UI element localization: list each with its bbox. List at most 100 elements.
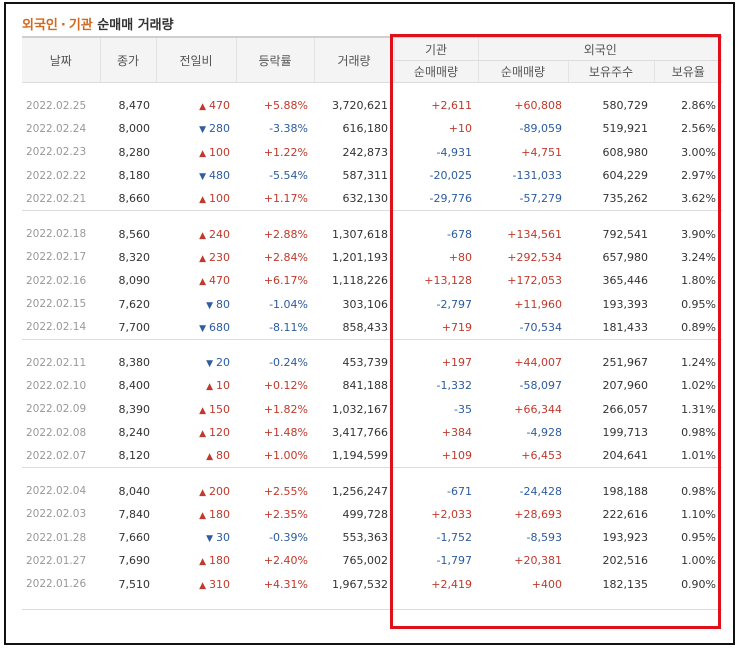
cell-change: ▼ 280 (156, 117, 236, 140)
triangle-up-icon: ▲ (199, 148, 206, 159)
cell-institution-net: -29,776 (429, 192, 472, 206)
cell-volume: 1,256,247 (332, 484, 388, 498)
cell-date: 2022.02.10 (26, 379, 87, 392)
cell-close: 8,180 (118, 169, 151, 183)
cell-foreign-net: +4,751 (521, 145, 562, 159)
cell-volume: 1,967,532 (332, 577, 388, 591)
cell-ratio: 1.10% (681, 507, 717, 521)
cell-date: 2022.02.14 (26, 321, 87, 334)
cell-foreign-net: +400 (531, 577, 562, 591)
cell-volume: 632,130 (342, 192, 389, 206)
change-value: 100 (209, 145, 230, 159)
cell-close: 7,660 (118, 531, 151, 545)
cell-rate: +1.22% (263, 145, 308, 159)
table-row: 2022.02.08 8,240 ▲ 120 +1.48% 3,417,766 +384 -4… (22, 421, 722, 444)
cell-change: ▲ 80 (156, 444, 236, 468)
cell-change: ▼ 80 (156, 292, 236, 315)
cell-rate: -0.24% (269, 356, 308, 370)
table-row: 2022.02.16 8,090 ▲ 470 +6.17% 1,118,226 +13,12… (22, 269, 722, 292)
cell-ratio: 0.95% (681, 531, 717, 545)
cell-change: ▼ 30 (156, 526, 236, 549)
cell-foreign-net: +134,561 (507, 227, 562, 241)
cell-date: 2022.01.28 (26, 531, 87, 544)
cell-close: 8,040 (118, 484, 151, 498)
triangle-up-icon: ▲ (199, 429, 206, 439)
cell-ratio: 2.86% (681, 99, 717, 113)
table-row: 2022.02.22 8,180 ▼ 480 -5.54% 587,311 -20,025 -… (22, 164, 722, 187)
cell-change: ▲ 240 (156, 222, 236, 245)
triangle-up-icon: ▲ (199, 230, 206, 241)
cell-foreign-net: -131,033 (512, 169, 562, 183)
cell-volume: 242,873 (342, 145, 389, 159)
cell-close: 7,690 (118, 554, 151, 568)
cell-ratio: 0.95% (681, 297, 717, 311)
cell-foreign-net: +60,808 (514, 99, 562, 113)
cell-institution-net: +13,128 (424, 274, 472, 288)
cell-ratio: 1.00% (681, 554, 717, 568)
triangle-down-icon: ▼ (199, 172, 206, 183)
cell-holdings: 198,188 (602, 484, 649, 498)
cell-volume: 616,180 (342, 122, 389, 136)
header-change: 전일비 (156, 36, 237, 83)
cell-foreign-net: +44,007 (514, 356, 562, 370)
cell-change: ▲ 10 (156, 374, 236, 397)
cell-volume: 1,194,599 (332, 449, 388, 463)
change-value: 120 (209, 426, 230, 439)
cell-change: ▼ 20 (156, 351, 236, 374)
title-institution: 기관 (68, 18, 93, 33)
cell-rate: +1.17% (263, 192, 308, 206)
cell-rate: -0.39% (269, 531, 308, 545)
cell-volume: 1,307,618 (332, 227, 388, 241)
change-value: 20 (216, 356, 230, 370)
change-value: 280 (209, 122, 230, 136)
table-row: 2022.01.26 7,510 ▲ 310 +4.31% 1,967,532 +2,419… (22, 573, 722, 596)
cell-institution-net: -1,332 (436, 379, 472, 393)
triangle-up-icon: ▲ (206, 382, 213, 393)
change-value: 310 (209, 577, 230, 591)
group-spacer (22, 467, 723, 480)
cell-date: 2022.02.22 (26, 169, 87, 182)
cell-institution-net: +719 (441, 320, 472, 334)
cell-volume: 303,106 (342, 297, 389, 311)
cell-rate: +2.88% (263, 227, 308, 241)
cell-date: 2022.01.26 (26, 578, 87, 591)
table-row: 2022.02.11 8,380 ▼ 20 -0.24% 453,739 +197 +44,0… (22, 351, 722, 374)
change-value: 680 (209, 320, 230, 334)
cell-holdings: 580,729 (602, 99, 649, 113)
cell-volume: 3,720,621 (332, 99, 388, 113)
cell-institution-net: +2,611 (431, 99, 472, 113)
cell-holdings: 519,921 (602, 122, 649, 136)
cell-change: ▲ 470 (156, 94, 236, 117)
cell-foreign-net: +66,344 (514, 402, 562, 416)
cell-close: 8,470 (118, 99, 151, 113)
triangle-up-icon: ▲ (199, 557, 206, 568)
cell-institution-net: -35 (454, 402, 472, 416)
cell-rate: +2.84% (263, 250, 308, 264)
cell-holdings: 202,516 (602, 554, 649, 568)
cell-holdings: 792,541 (602, 227, 649, 241)
change-value: 470 (209, 99, 230, 113)
cell-institution-net: +2,419 (431, 577, 472, 591)
change-value: 10 (216, 379, 230, 393)
header-ratio: 보유율 (654, 60, 723, 83)
cell-date: 2022.02.03 (26, 508, 87, 521)
table-row: 2022.02.23 8,280 ▲ 100 +1.22% 242,873 -4,931 +4… (22, 141, 722, 164)
cell-institution-net: -678 (447, 227, 472, 241)
table-row: 2022.02.17 8,320 ▲ 230 +2.84% 1,201,193 +80 +29… (22, 246, 722, 269)
cell-holdings: 193,923 (602, 531, 649, 545)
cell-change: ▲ 100 (156, 187, 236, 211)
table-row: 2022.02.09 8,390 ▲ 150 +1.82% 1,032,167 -35 +66… (22, 398, 722, 421)
cell-holdings: 182,135 (602, 577, 649, 591)
header-rate: 등락률 (236, 36, 315, 83)
cell-close: 8,120 (118, 449, 151, 463)
cell-holdings: 193,393 (602, 297, 649, 311)
cell-close: 8,560 (118, 227, 151, 241)
cell-close: 8,320 (118, 250, 151, 264)
cell-close: 7,700 (118, 320, 151, 334)
triangle-down-icon: ▼ (206, 359, 213, 370)
cell-close: 8,390 (118, 402, 151, 416)
group-spacer (22, 338, 723, 351)
cell-change: ▼ 480 (156, 164, 236, 187)
cell-foreign-net: +292,534 (507, 250, 562, 264)
header-holdings: 보유주수 (568, 60, 655, 83)
